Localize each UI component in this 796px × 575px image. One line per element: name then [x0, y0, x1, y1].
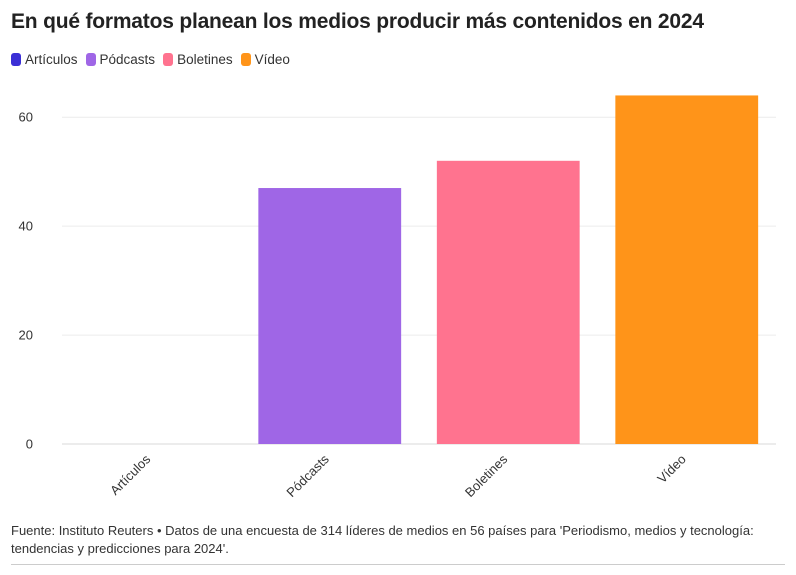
legend-label-podcasts: Pódcasts — [99, 52, 156, 67]
bar-2[interactable] — [436, 160, 580, 445]
x-tick-label: Boletines — [462, 451, 511, 500]
legend-swatch-articulos — [11, 53, 21, 66]
bar-1[interactable] — [258, 188, 402, 444]
source-note: Fuente: Instituto Reuters • Datos de una… — [11, 523, 754, 556]
legend-item-boletines[interactable]: Boletines — [163, 52, 233, 67]
bottom-divider — [11, 564, 785, 565]
bar-chart: 0 20 40 60 Artículos Pódcasts Boletines Vídeo — [19, 95, 776, 500]
chart-title: En qué formatos planean los medios produ… — [11, 10, 704, 33]
y-tick-label: 0 — [26, 437, 33, 452]
bar-3[interactable] — [615, 95, 759, 444]
legend-label-video: Vídeo — [254, 52, 290, 67]
legend-item-articulos[interactable]: Artículos — [11, 52, 78, 67]
legend-item-video[interactable]: Vídeo — [240, 52, 290, 67]
x-tick-label: Pódcasts — [283, 451, 332, 500]
legend: Artículos Pódcasts Boletines Vídeo — [11, 52, 290, 67]
legend-label-boletines: Boletines — [177, 52, 233, 67]
legend-swatch-boletines — [163, 53, 174, 66]
y-tick-label: 20 — [19, 328, 33, 343]
y-tick-label: 60 — [19, 110, 33, 125]
x-tick-label: Artículos — [107, 451, 154, 498]
legend-swatch-podcasts — [85, 53, 96, 66]
legend-item-podcasts[interactable]: Pódcasts — [85, 52, 156, 67]
x-tick-label: Vídeo — [654, 452, 689, 487]
legend-label-articulos: Artículos — [25, 52, 78, 67]
legend-swatch-video — [240, 53, 251, 66]
y-tick-label: 40 — [19, 219, 33, 234]
